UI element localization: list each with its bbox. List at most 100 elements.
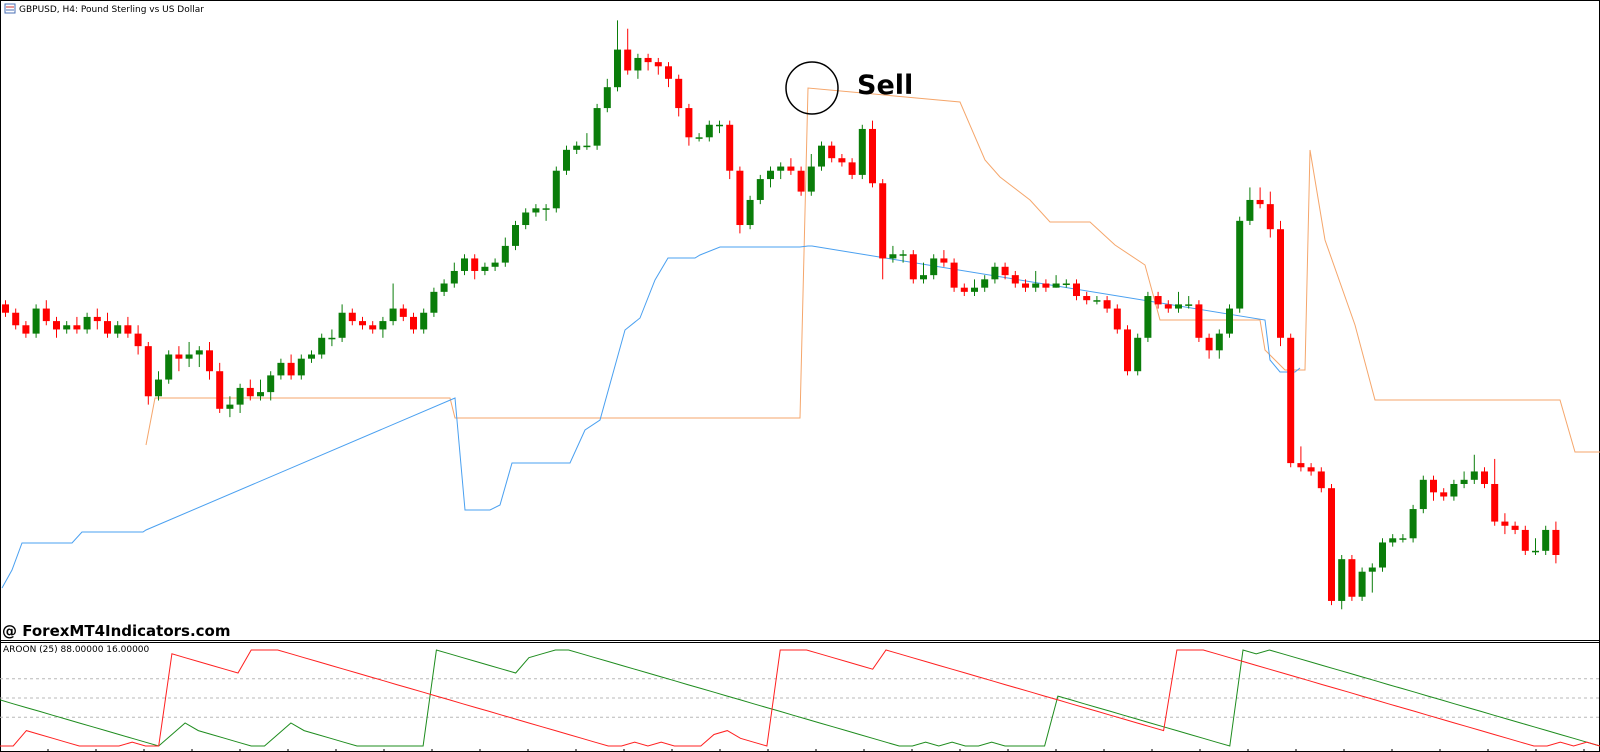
bear-candle — [1205, 333, 1213, 359]
candle-body — [685, 108, 693, 138]
candle-body — [665, 66, 672, 79]
bull-candle — [114, 321, 122, 338]
candle-body — [807, 166, 815, 192]
candle-body — [1154, 296, 1162, 305]
bull-candle — [603, 78, 611, 113]
candle-body — [1164, 304, 1172, 309]
candle-body — [83, 316, 91, 330]
bear-candle — [1103, 296, 1111, 313]
candle-body — [399, 308, 407, 317]
candle-body — [328, 337, 336, 340]
bear-candle — [471, 254, 479, 280]
bull-candle — [165, 350, 173, 384]
candle-body — [879, 183, 887, 259]
candle-body — [318, 337, 326, 355]
bull-candle — [583, 133, 591, 150]
bear-candle — [399, 304, 407, 322]
candle-body — [1521, 529, 1529, 551]
aroon-up-line — [0, 649, 1600, 747]
candle-body — [971, 287, 978, 292]
bear-candle — [787, 158, 795, 175]
bear-candle — [1164, 300, 1172, 313]
bear-candle — [206, 341, 213, 380]
candle-body — [746, 199, 754, 226]
bear-candle — [869, 120, 876, 188]
candle-body — [818, 145, 825, 167]
bear-candle — [1521, 525, 1529, 555]
candle-body — [165, 354, 173, 380]
bull-candle — [389, 283, 397, 326]
bear-candle — [675, 74, 683, 117]
bull-candle — [257, 379, 264, 401]
bull-candle — [634, 53, 642, 79]
bear-candle — [287, 354, 295, 380]
bear-candle — [1491, 458, 1499, 526]
candle-body — [1083, 296, 1091, 301]
bull-candle — [1144, 291, 1152, 342]
bull-candle — [1470, 454, 1478, 484]
candle-body — [1185, 304, 1193, 306]
candle-body — [726, 124, 734, 171]
bull-candle — [920, 262, 927, 284]
bear-candle — [1307, 463, 1315, 476]
bull-candle — [981, 275, 989, 292]
bear-candle — [369, 321, 377, 334]
bull-candle — [1032, 270, 1040, 292]
bear-candle — [879, 179, 887, 280]
bear-candle — [1348, 554, 1356, 601]
candle-body — [124, 325, 132, 334]
bull-candle — [328, 329, 336, 347]
candle-body — [593, 108, 601, 146]
bull-candle — [1226, 304, 1233, 338]
bear-candle — [909, 250, 917, 284]
bull-candle — [777, 162, 785, 180]
candle-body — [1205, 337, 1213, 351]
candle-body — [1175, 304, 1182, 309]
candle-body — [12, 312, 20, 326]
candle-body — [1317, 471, 1325, 489]
candle-body — [481, 266, 489, 271]
chart-window-icon — [4, 3, 16, 14]
bull-candle — [83, 312, 91, 334]
bull-candle — [1052, 275, 1060, 288]
candle-body — [1022, 283, 1029, 288]
bull-candle — [461, 254, 468, 276]
candle-body — [838, 158, 846, 163]
candle-body — [389, 308, 397, 322]
bull-candle — [1460, 471, 1468, 489]
candle-body — [369, 325, 377, 330]
candle-body — [1399, 538, 1407, 540]
candle-body — [1195, 304, 1203, 338]
bear-candle — [1317, 467, 1325, 493]
bull-candle — [756, 174, 764, 205]
bear-candle — [950, 258, 958, 292]
bull-candle — [746, 195, 754, 230]
bear-candle — [1113, 304, 1121, 334]
bull-candle — [573, 141, 581, 155]
bear-candle — [797, 166, 805, 196]
candle-body — [981, 279, 989, 288]
bear-candle — [2, 300, 9, 317]
bear-candle — [1287, 333, 1295, 468]
candle-body — [236, 387, 244, 405]
bull-candle — [338, 304, 346, 342]
candle-body — [1277, 229, 1284, 338]
bull-candle — [297, 354, 305, 380]
bull-candle — [379, 316, 387, 338]
candle-body — [1073, 283, 1080, 297]
bull-candle — [1093, 296, 1101, 305]
bear-candle — [1552, 521, 1560, 564]
upper-band-line — [145, 87, 1600, 453]
candle-body — [430, 291, 438, 313]
candle-body — [379, 321, 387, 330]
candle-body — [1440, 492, 1448, 497]
sell-annotation: Sell — [857, 70, 913, 101]
bear-candle — [1297, 446, 1305, 472]
candle-body — [1368, 567, 1376, 572]
candle-body — [634, 57, 642, 71]
candle-body — [63, 325, 71, 330]
bear-candle — [1011, 270, 1019, 288]
candle-body — [1236, 220, 1244, 309]
candle-body — [858, 128, 866, 175]
